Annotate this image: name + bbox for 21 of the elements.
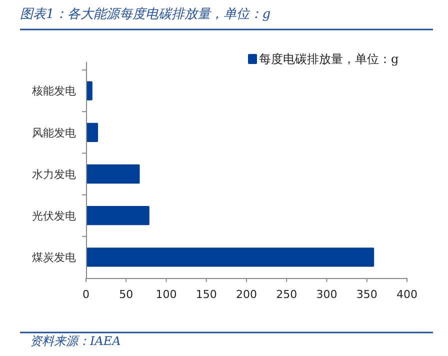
y-tick-label: 煤炭发电 [32,251,76,264]
y-tick-label: 核能发电 [31,84,76,98]
y-tick-label: 风能发电 [32,126,76,140]
x-tick-label: 300 [316,288,338,301]
text: 资料来源：IAEA [30,334,122,348]
x-tick-label: 400 [396,288,418,301]
bar [86,164,140,184]
legend-label: 每度电碳排放量，单位：g [259,52,399,66]
bar [86,122,98,142]
x-tick-label: 250 [276,288,298,301]
x-tick-label: 100 [156,288,177,301]
y-tick-label: 水力发电 [32,168,76,181]
x-tick-label: 200 [236,288,257,301]
bar [86,248,374,267]
chart-title: 图表1：各大能源每度电碳排放量，单位：g [20,6,271,22]
x-tick-label: 0 [82,288,90,301]
x-tick-label: 350 [356,288,378,301]
bar [86,206,150,226]
y-tick-label: 光伏发电 [32,209,76,222]
x-tick-label: 50 [119,288,134,301]
x-tick-label: 150 [196,288,217,301]
